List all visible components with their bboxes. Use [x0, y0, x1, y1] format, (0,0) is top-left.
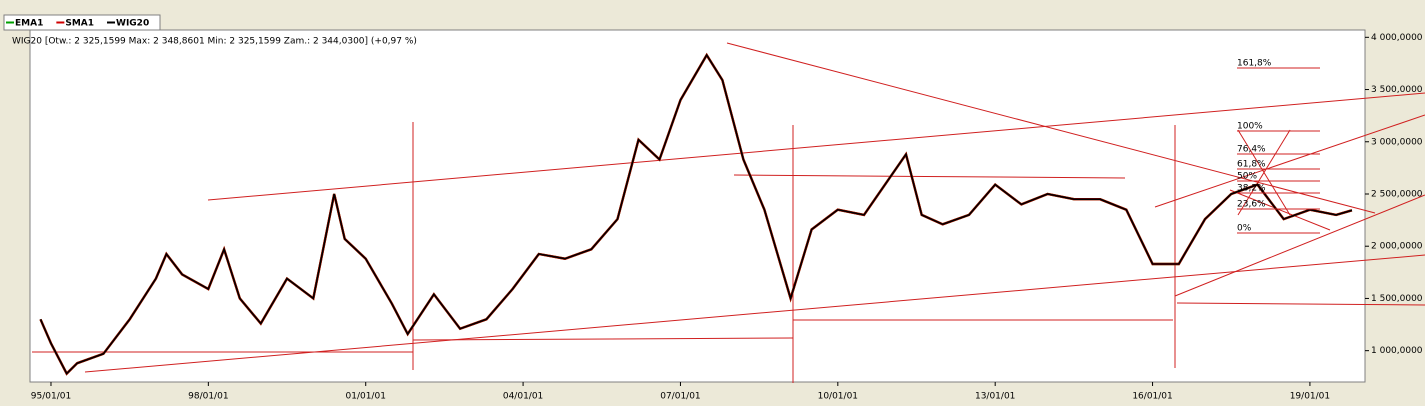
- plot-area: [29, 29, 1366, 383]
- y-tick-label: 3 500,0000: [1371, 85, 1423, 95]
- fib-label: 38,2%: [1237, 184, 1266, 194]
- series-line: [39, 53, 1353, 375]
- x-tick-label: 13/01/01: [975, 392, 1015, 402]
- fib-label: 76,4%: [1237, 145, 1266, 155]
- y-tick-label: 4 000,0000: [1371, 33, 1423, 43]
- x-tick-label: 19/01/01: [1290, 392, 1330, 402]
- fib-label: 0%: [1237, 224, 1252, 234]
- x-tick-label: 95/01/01: [31, 392, 71, 402]
- legend-label: WIG20: [116, 19, 149, 29]
- x-tick-label: 07/01/01: [660, 392, 700, 402]
- fib-label: 161,8%: [1237, 59, 1272, 69]
- info-text: WIG20 [Otw.: 2 325,1599 Max: 2 348,8601 …: [12, 37, 417, 47]
- y-tick-label: 1 500,0000: [1371, 294, 1423, 304]
- x-tick-label: 10/01/01: [818, 392, 858, 402]
- legend: [3, 14, 161, 31]
- legend-label: SMA1: [65, 19, 94, 29]
- x-tick-label: 04/01/01: [503, 392, 543, 402]
- y-tick-label: 2 500,0000: [1371, 189, 1423, 199]
- y-tick-label: 3 000,0000: [1371, 137, 1423, 147]
- trend-lines: [32, 42, 1425, 383]
- x-tick-label: 98/01/01: [188, 392, 228, 402]
- legend-label: EMA1: [15, 19, 43, 29]
- y-tick-label: 2 000,0000: [1371, 242, 1423, 252]
- x-tick-label: 16/01/01: [1132, 392, 1172, 402]
- fib-label: 100%: [1237, 122, 1263, 132]
- y-tick-label: 1 000,0000: [1371, 346, 1423, 356]
- fib-label: 23,6%: [1237, 200, 1266, 210]
- fib-label: 50%: [1237, 172, 1257, 182]
- x-tick-label: 01/01/01: [346, 392, 386, 402]
- fib-label: 61,8%: [1237, 160, 1266, 170]
